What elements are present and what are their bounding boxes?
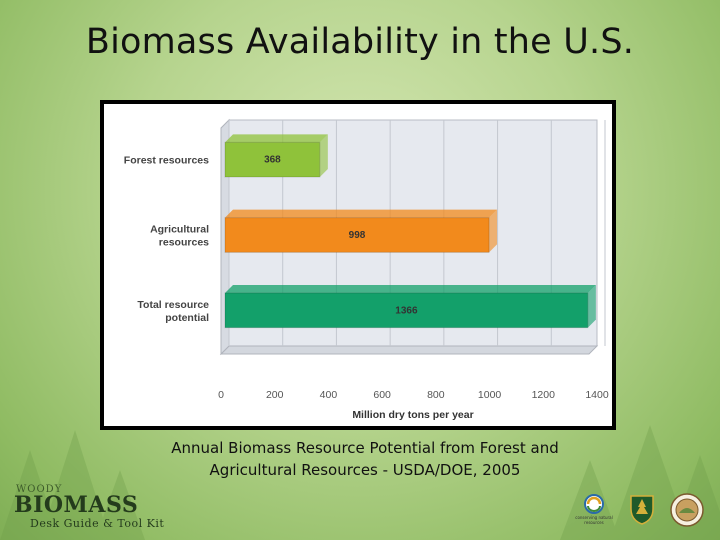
bar-data-label: 368 <box>264 155 281 166</box>
x-axis-title: Million dry tons per year <box>352 409 473 421</box>
logo-word-main: BIOMASS <box>14 492 139 518</box>
plot-floor <box>219 345 599 355</box>
caption-line-1: Annual Biomass Resource Potential from F… <box>171 439 559 457</box>
bar-top-face <box>225 285 596 294</box>
x-tick-label: 800 <box>427 389 445 401</box>
slide-title: Biomass Availability in the U.S. <box>85 22 635 62</box>
bar-top-face <box>225 134 328 143</box>
bar-side-face <box>489 209 498 253</box>
category-label: Agricultural <box>150 224 209 236</box>
x-tick-label: 600 <box>373 389 391 401</box>
chart-caption: Annual Biomass Resource Potential from F… <box>100 437 630 481</box>
logo-word-sub: Desk Guide & Tool Kit <box>30 517 165 530</box>
department-seal <box>670 493 704 531</box>
chart-frame: 0 200 400 600 800 1000 1200 1400 368 Forest resou… <box>100 100 616 430</box>
biomass-bar-chart: 0 200 400 600 800 1000 1200 1400 368 Forest resou… <box>124 118 609 421</box>
bar-data-label: 1366 <box>395 305 418 316</box>
bar-top-face <box>225 209 498 218</box>
bar <box>224 292 589 329</box>
bar <box>224 217 490 253</box>
shield-icon <box>630 495 654 525</box>
caption-line-2: Agricultural Resources - USDA/DOE, 2005 <box>209 461 521 479</box>
seal-label: conserving natural resources <box>575 515 613 525</box>
bar-side-face <box>319 134 328 177</box>
x-tick-label: 400 <box>320 389 338 401</box>
x-tick-label: 200 <box>266 389 284 401</box>
category-label: potential <box>165 312 209 324</box>
x-tick-label: 1400 <box>585 389 609 401</box>
bar <box>224 141 321 178</box>
swirl-icon <box>584 494 604 514</box>
category-label: Total resource <box>137 299 209 311</box>
x-tick-label: 0 <box>218 389 224 401</box>
category-label: resources <box>159 237 209 249</box>
bar-side-face <box>587 285 596 328</box>
bar-data-label: 998 <box>349 230 366 241</box>
category-label: Forest resources <box>124 155 209 167</box>
x-tick-label: 1000 <box>478 389 502 401</box>
logo-word-top: WOODY <box>16 484 63 495</box>
usda-forest-service-shield <box>628 493 656 529</box>
conserving-natural-resources-seal: conserving natural resources <box>574 493 614 525</box>
woody-biomass-logo: WOODY BIOMASS Desk Guide & Tool Kit <box>14 484 174 534</box>
x-tick-label: 1200 <box>532 389 556 401</box>
round-seal-icon <box>670 493 704 527</box>
